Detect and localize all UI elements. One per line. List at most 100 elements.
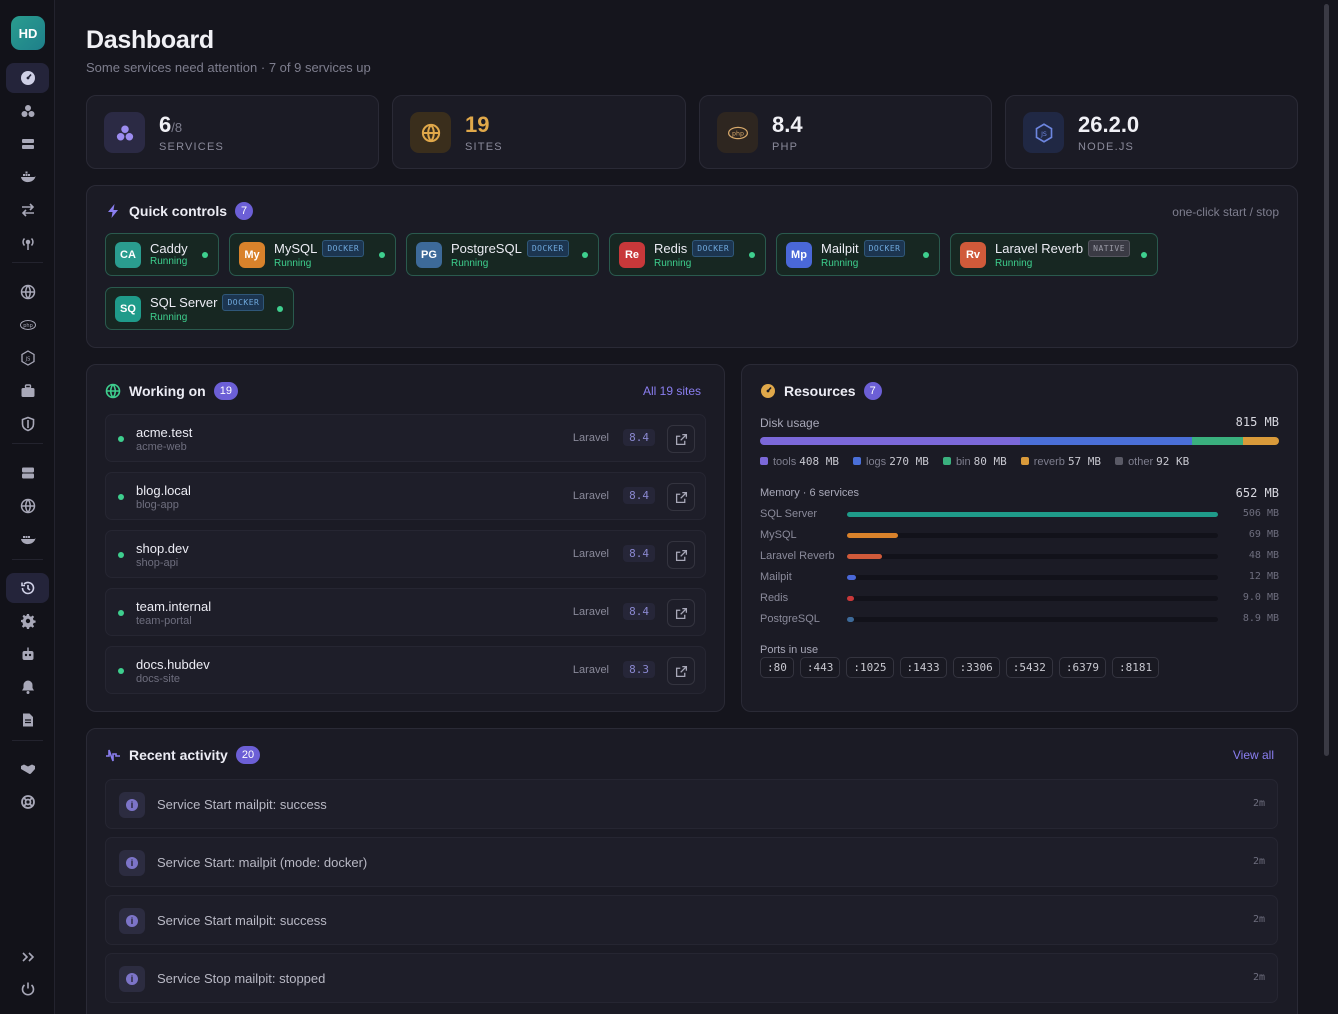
docker-tag: DOCKER [322,239,365,257]
gear-icon[interactable] [6,606,49,636]
power-icon[interactable] [6,974,49,1004]
service-toggle-mailpit[interactable]: Mp Mailpit DOCKER Running [776,233,940,276]
scrollbar[interactable] [1324,4,1329,756]
external-link-icon[interactable] [667,541,695,569]
info-icon: i [119,966,145,992]
port-chip[interactable]: :3306 [952,657,1000,678]
service-toggle-caddy[interactable]: CA Caddy Running [105,233,219,276]
site-row[interactable]: shop.dev shop-api Laravel 8.4 [105,530,706,578]
service-avatar: Mp [786,241,812,268]
activity-row[interactable]: i Service Start mailpit: success 2m [105,779,1278,829]
expand-sidebar-icon[interactable] [6,942,49,972]
external-link-icon[interactable] [667,657,695,685]
port-chip[interactable]: :8181 [1112,657,1160,678]
site-row[interactable]: docs.hubdev docs-site Laravel 8.3 [105,646,706,694]
section-title: Quick controls [129,203,228,219]
port-chip[interactable]: :1025 [846,657,894,678]
service-avatar: Rv [960,241,986,268]
storage-icon[interactable] [6,129,49,159]
view-all-link[interactable]: View all [1232,748,1274,762]
php-icon[interactable]: php [6,310,49,340]
site-row[interactable]: acme.test acme-web Laravel 8.4 [105,414,706,462]
site-name[interactable]: blog.local [136,483,191,498]
history-icon[interactable] [6,573,49,603]
robot-icon[interactable] [6,639,49,669]
docker-icon[interactable] [6,162,49,192]
site-name[interactable]: docs.hubdev [136,657,210,672]
memory-row: SQL Server 506 MB [760,507,1279,523]
external-link-icon[interactable] [667,483,695,511]
sidebar-divider [12,443,43,444]
stat-value: 26.2.0 [1078,112,1140,137]
main-content: Dashboard Some services need attention ·… [55,0,1331,1014]
recent-activity-panel: Recent activity 20 View all i Service St… [86,728,1298,1014]
transfer-icon[interactable] [6,195,49,225]
memory-label: Memory · 6 services [760,487,860,499]
lifebuoy-icon[interactable] [6,787,49,817]
port-chip[interactable]: :443 [799,657,841,678]
external-link-icon[interactable] [667,425,695,453]
activity-row[interactable]: i Service Start: mailpit (mode: docker) … [105,837,1278,887]
external-link-icon[interactable] [667,599,695,627]
memory-track [847,575,1218,580]
legend-item-reverb: reverb 57 MB [1020,455,1101,468]
avatar[interactable]: HD [11,16,45,50]
page-title: Dashboard [86,26,214,54]
legend-item-bin: bin 80 MB [942,455,1007,468]
shield-icon[interactable] [6,409,49,439]
handshake-icon[interactable] [6,754,49,784]
status-dot [582,251,588,258]
memory-track [847,533,1218,538]
stat-value: 8.4 [772,112,803,137]
site-row[interactable]: team.internal team-portal Laravel 8.4 [105,588,706,636]
service-status: Running [150,255,188,267]
service-toggle-postgresql[interactable]: PG PostgreSQL DOCKER Running [406,233,599,276]
disk-segment-tools [760,437,1020,445]
stat-label: PHP [772,141,799,153]
activity-row[interactable]: i Service Stop mailpit: stopped 2m [105,953,1278,1003]
site-directory: team-portal [136,615,192,627]
broadcast-icon[interactable] [6,228,49,258]
document-icon[interactable] [6,705,49,735]
port-chip[interactable]: :6379 [1058,657,1106,678]
docker-tag: DOCKER [222,293,265,311]
stat-card-sites[interactable]: 19 Sites [392,95,686,169]
memory-service-name: PostgreSQL [760,613,820,625]
site-name[interactable]: acme.test [136,425,193,440]
service-avatar: PG [416,241,442,268]
memory-row: Mailpit 12 MB [760,570,1279,586]
stat-card-php[interactable]: php 8.4 PHP [699,95,992,169]
network-globe-icon[interactable] [6,491,49,521]
dashboard-icon[interactable] [6,63,49,93]
nodejs-icon[interactable]: JS [6,343,49,373]
site-row[interactable]: blog.local blog-app Laravel 8.4 [105,472,706,520]
bell-icon[interactable] [6,672,49,702]
server-icon[interactable] [6,458,49,488]
sidebar-divider [12,262,43,263]
port-chip[interactable]: :5432 [1005,657,1053,678]
activity-row[interactable]: i Service Start mailpit: success 2m [105,895,1278,945]
stat-card-services[interactable]: 6/8 Services [86,95,379,169]
stat-card-nodejs[interactable]: JS 26.2.0 Node.js [1005,95,1298,169]
stat-label: Node.js [1078,141,1135,153]
service-toggle-sql-server[interactable]: SQ SQL Server DOCKER Running [105,287,294,330]
docker-containers-icon[interactable] [6,524,49,554]
site-name[interactable]: shop.dev [136,541,189,556]
site-name[interactable]: team.internal [136,599,212,614]
globe-icon[interactable] [6,277,49,307]
bolt-icon [108,204,118,218]
status-dot [923,251,929,258]
toolbox-icon[interactable] [6,376,49,406]
services-icon[interactable] [6,96,49,126]
all-sites-link[interactable]: All 19 sites [642,384,701,398]
port-chip[interactable]: :80 [760,657,794,678]
service-name: Mailpit DOCKER [821,239,906,257]
site-framework: Laravel [572,548,609,560]
disk-usage-total: 815 MB [1235,415,1279,429]
service-toggle-redis[interactable]: Re Redis DOCKER Running [609,233,766,276]
port-chip[interactable]: :1433 [899,657,947,678]
service-toggle-mysql[interactable]: My MySQL DOCKER Running [229,233,396,276]
service-toggle-laravel-reverb[interactable]: Rv Laravel Reverb NATIVE Running [950,233,1158,276]
nodejs-icon: JS [1023,112,1064,153]
quick-controls-panel: Quick controls 7 one-click start / stop … [86,185,1298,348]
